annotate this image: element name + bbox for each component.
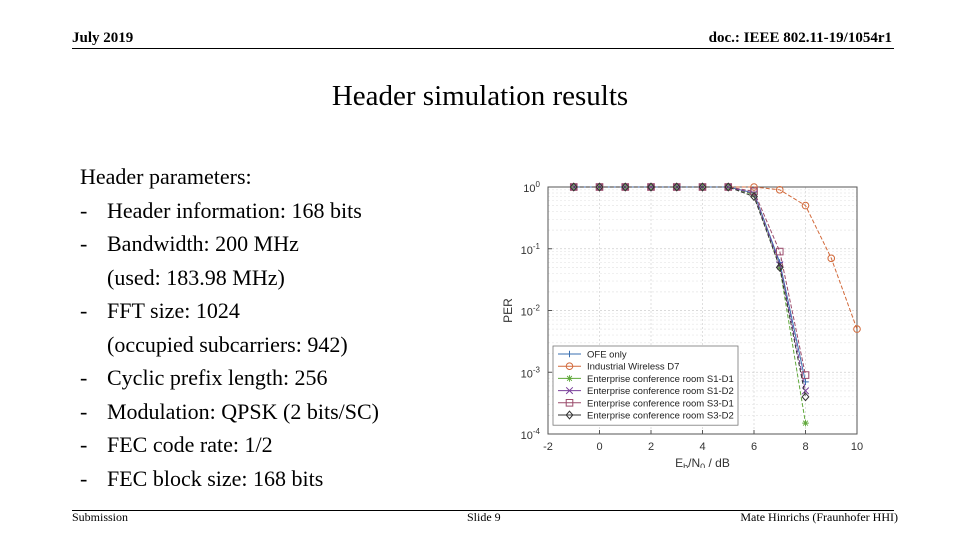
parameter-subtext: (occupied subcarriers: 942) bbox=[80, 328, 500, 362]
parameter-text: Bandwidth: 200 MHz bbox=[107, 227, 299, 261]
slide-title: Header simulation results bbox=[0, 80, 960, 113]
parameter-text: Header information: 168 bits bbox=[107, 194, 362, 228]
y-tick-label: 10-2 bbox=[521, 304, 541, 319]
header-rule bbox=[72, 48, 894, 49]
header-doc-id: doc.: IEEE 802.11-19/1054r1 bbox=[709, 30, 892, 47]
legend-entry: Enterprise conference room S3-D1 bbox=[587, 398, 734, 409]
parameter-item: - FEC code rate: 1/2 bbox=[80, 428, 500, 462]
x-tick-label: 10 bbox=[851, 441, 863, 453]
per-chart: -2 0 2 4 6 8 10 100 10-1 10-2 10-3 10-4 PER Eb/N0 / d… bbox=[495, 168, 880, 468]
footer-author: Mate Hinrichs (Fraunhofer HHI) bbox=[740, 510, 898, 525]
bullet-dash: - bbox=[80, 227, 107, 261]
x-tick-label: 2 bbox=[648, 441, 654, 453]
x-tick-label: -2 bbox=[543, 441, 553, 453]
parameter-item: - FEC block size: 168 bits bbox=[80, 462, 500, 496]
parameter-subtext: (used: 183.98 MHz) bbox=[80, 261, 500, 295]
parameter-text: FFT size: 1024 bbox=[107, 294, 240, 328]
bullet-dash: - bbox=[80, 428, 107, 462]
x-tick-label: 0 bbox=[596, 441, 602, 453]
legend-entry: Enterprise conference room S1-D2 bbox=[587, 386, 734, 397]
footer-slide-number: Slide 9 bbox=[467, 510, 501, 525]
y-tick-label: 10-3 bbox=[521, 365, 541, 380]
parameter-item: - Header information: 168 bits bbox=[80, 194, 500, 228]
bullet-dash: - bbox=[80, 462, 107, 496]
bullet-dash: - bbox=[80, 294, 107, 328]
y-tick-label: 10-4 bbox=[521, 427, 541, 442]
y-tick-label: 10-1 bbox=[521, 242, 541, 257]
parameter-item: - Bandwidth: 200 MHz bbox=[80, 227, 500, 261]
bullet-dash: - bbox=[80, 361, 107, 395]
legend-marker bbox=[566, 375, 573, 382]
parameter-item: - Modulation: QPSK (2 bits/SC) bbox=[80, 395, 500, 429]
parameter-text: FEC block size: 168 bits bbox=[107, 462, 323, 496]
data-point bbox=[802, 420, 809, 427]
parameters-list: - Header information: 168 bits - Bandwidth:… bbox=[80, 194, 500, 496]
parameter-text: FEC code rate: 1/2 bbox=[107, 428, 273, 462]
header-parameters: Header parameters: - Header information: … bbox=[80, 160, 500, 495]
legend-entry: OFE only bbox=[587, 350, 627, 361]
parameter-text: Modulation: QPSK (2 bits/SC) bbox=[107, 395, 379, 429]
footer-submission: Submission bbox=[72, 510, 128, 525]
parameters-heading: Header parameters: bbox=[80, 160, 500, 194]
x-tick-label: 6 bbox=[751, 441, 757, 453]
header-date: July 2019 bbox=[72, 30, 133, 47]
legend-entry: Industrial Wireless D7 bbox=[587, 362, 679, 373]
x-tick-label: 4 bbox=[699, 441, 705, 453]
x-tick-label: 8 bbox=[802, 441, 808, 453]
y-tick-label: 100 bbox=[523, 180, 540, 195]
parameter-item: - Cyclic prefix length: 256 bbox=[80, 361, 500, 395]
legend-entry: Enterprise conference room S3-D2 bbox=[587, 411, 734, 422]
y-axis-label: PER bbox=[501, 298, 515, 323]
parameter-text: Cyclic prefix length: 256 bbox=[107, 361, 328, 395]
bullet-dash: - bbox=[80, 194, 107, 228]
parameter-item: - FFT size: 1024 bbox=[80, 294, 500, 328]
legend-entry: Enterprise conference room S1-D1 bbox=[587, 374, 734, 385]
bullet-dash: - bbox=[80, 395, 107, 429]
x-axis-label: Eb/N0 / dB bbox=[675, 456, 730, 468]
